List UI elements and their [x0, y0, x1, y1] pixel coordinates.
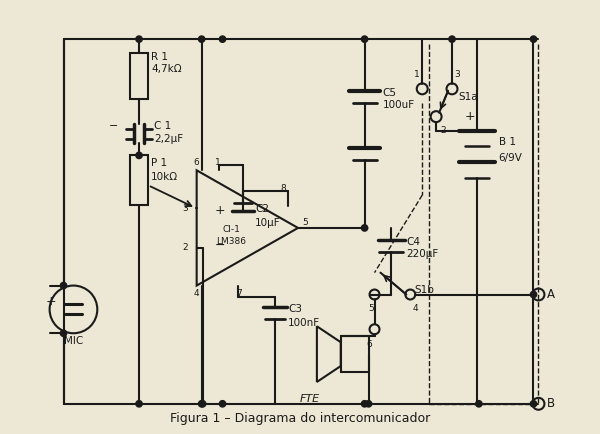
Text: A: A [547, 288, 554, 301]
Text: +: + [465, 110, 476, 123]
Text: FTE: FTE [300, 394, 320, 404]
Text: 5: 5 [368, 304, 374, 313]
Text: 4: 4 [412, 304, 418, 313]
Circle shape [136, 36, 142, 43]
Text: C5: C5 [382, 88, 397, 98]
Circle shape [199, 401, 206, 407]
Text: LM386: LM386 [217, 237, 247, 247]
Circle shape [220, 401, 226, 407]
Text: C4: C4 [406, 237, 421, 247]
Text: 10kΩ: 10kΩ [151, 172, 178, 182]
FancyBboxPatch shape [130, 53, 148, 99]
FancyBboxPatch shape [130, 155, 148, 205]
Text: 6: 6 [194, 158, 199, 167]
Text: 2: 2 [440, 126, 446, 135]
Circle shape [61, 330, 67, 336]
Text: C2: C2 [255, 204, 269, 214]
Text: B 1: B 1 [499, 138, 516, 148]
Text: 1: 1 [414, 70, 420, 79]
Text: Figura 1 – Diagrama do intercomunicador: Figura 1 – Diagrama do intercomunicador [170, 412, 430, 425]
Circle shape [220, 36, 226, 43]
Text: S1a: S1a [458, 92, 478, 102]
Circle shape [136, 152, 142, 158]
Text: MIC: MIC [64, 336, 83, 346]
Circle shape [61, 283, 67, 289]
Text: 3: 3 [454, 70, 460, 79]
Text: 4: 4 [194, 289, 199, 298]
Text: C 1: C 1 [154, 121, 171, 131]
Circle shape [530, 401, 536, 407]
Text: 220μF: 220μF [406, 249, 439, 259]
Text: 100uF: 100uF [382, 100, 415, 110]
Text: 10μF: 10μF [255, 218, 281, 228]
Text: S1b: S1b [414, 285, 434, 295]
Text: C3: C3 [288, 304, 302, 314]
Text: 6: 6 [367, 340, 373, 349]
Circle shape [199, 401, 205, 407]
Text: CI-1: CI-1 [223, 225, 241, 234]
Text: B: B [547, 397, 554, 410]
Circle shape [361, 401, 368, 407]
Circle shape [361, 36, 368, 43]
Text: 2: 2 [183, 243, 188, 252]
Text: 6/9V: 6/9V [499, 153, 523, 163]
Circle shape [449, 36, 455, 43]
Text: 2,2μF: 2,2μF [154, 135, 183, 145]
Circle shape [476, 401, 482, 407]
Circle shape [530, 36, 536, 43]
Text: 4,7kΩ: 4,7kΩ [151, 64, 182, 74]
Text: 8: 8 [280, 184, 286, 193]
Circle shape [530, 291, 536, 298]
Text: 3: 3 [183, 204, 188, 213]
Text: P 1: P 1 [151, 158, 167, 168]
Text: R 1: R 1 [151, 52, 168, 62]
Text: 7: 7 [236, 289, 242, 298]
Text: −: − [215, 239, 225, 252]
Text: +: + [46, 295, 56, 308]
Circle shape [199, 36, 205, 43]
Text: 1: 1 [215, 158, 220, 167]
Circle shape [365, 401, 372, 407]
Text: 5: 5 [302, 218, 308, 227]
Circle shape [361, 225, 368, 231]
Text: 100nF: 100nF [288, 318, 320, 328]
Text: +: + [215, 204, 225, 217]
Text: −: − [109, 121, 119, 131]
Circle shape [136, 401, 142, 407]
